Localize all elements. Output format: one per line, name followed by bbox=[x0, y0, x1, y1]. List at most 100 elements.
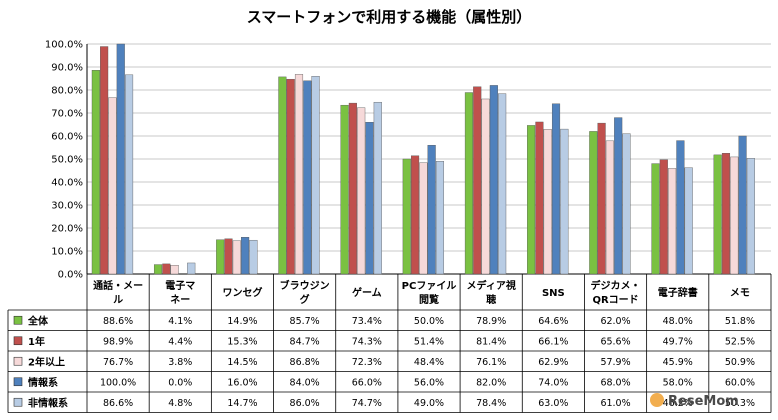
bar bbox=[721, 153, 731, 275]
data-label: 86.6% bbox=[103, 398, 133, 409]
y-tick-label: 20.0% bbox=[51, 224, 83, 235]
bar bbox=[365, 121, 374, 275]
data-label: 46.2% bbox=[663, 398, 693, 409]
data-label: 16.0% bbox=[227, 377, 257, 388]
category-label: ワンセグ bbox=[222, 286, 262, 299]
category-label: PCファイル bbox=[402, 280, 457, 292]
bar bbox=[730, 156, 739, 275]
data-label: 81.4% bbox=[476, 336, 506, 347]
data-label: 86.0% bbox=[290, 398, 320, 409]
data-label: 88.6% bbox=[103, 316, 133, 327]
bar bbox=[357, 107, 366, 275]
data-label: 49.0% bbox=[414, 398, 444, 409]
category-label: SNS bbox=[542, 288, 565, 299]
data-label: 66.0% bbox=[352, 377, 382, 388]
data-label: 84.7% bbox=[290, 336, 320, 347]
data-label: 49.7% bbox=[663, 336, 693, 347]
legend-swatch bbox=[13, 397, 23, 407]
bar bbox=[411, 155, 420, 275]
legend-swatch bbox=[13, 356, 23, 366]
data-label: 85.7% bbox=[290, 316, 320, 327]
data-label: 65.6% bbox=[600, 336, 630, 347]
legend-swatch bbox=[13, 315, 23, 325]
data-label: 15.3% bbox=[227, 336, 257, 347]
data-label: 62.0% bbox=[600, 316, 630, 327]
bar bbox=[551, 103, 561, 275]
data-label: 62.9% bbox=[538, 357, 568, 368]
bar bbox=[116, 43, 125, 275]
legend-swatch bbox=[13, 377, 23, 387]
data-label: 74.3% bbox=[352, 336, 382, 347]
y-tick-label: 100.0% bbox=[45, 40, 83, 51]
data-label: 86.8% bbox=[290, 357, 320, 368]
bar bbox=[419, 162, 428, 275]
bar bbox=[162, 263, 171, 275]
bar bbox=[91, 70, 100, 275]
bar bbox=[348, 102, 357, 275]
data-label: 63.0% bbox=[538, 398, 568, 409]
legend-label: 1年 bbox=[28, 335, 45, 348]
legend-label: 2年以上 bbox=[28, 355, 65, 368]
y-axis-ticks: 0.0% 10.0% 20.0% 30.0% 40.0% 50.0% 60.0% 70.0% 8… bbox=[45, 40, 83, 281]
data-label: 74.0% bbox=[538, 377, 568, 388]
bar bbox=[543, 129, 552, 275]
data-label: 98.9% bbox=[103, 336, 133, 347]
data-label: 58.0% bbox=[663, 377, 693, 388]
y-tick-label: 70.0% bbox=[51, 109, 83, 120]
bar bbox=[311, 75, 320, 275]
category-label: メディア視 bbox=[467, 279, 516, 292]
bar bbox=[435, 161, 445, 275]
data-label: 50.9% bbox=[725, 357, 755, 368]
bar bbox=[597, 122, 606, 275]
bar bbox=[224, 238, 233, 275]
bar bbox=[216, 239, 225, 275]
data-label: 4.8% bbox=[168, 398, 192, 409]
data-label: 14.5% bbox=[227, 357, 257, 368]
data-label: 78.9% bbox=[476, 316, 506, 327]
bar bbox=[746, 158, 755, 275]
bar bbox=[489, 85, 498, 275]
category-label: グ bbox=[300, 293, 310, 306]
category-label: デジカメ・ bbox=[591, 279, 641, 292]
bar bbox=[340, 104, 349, 275]
data-label: 4.4% bbox=[168, 336, 192, 347]
data-label: 3.8% bbox=[168, 357, 192, 368]
watermark: ReseMom bbox=[650, 393, 739, 409]
chart-title: スマートフォンで利用する機能（属性別） bbox=[247, 8, 532, 26]
category-label: 電子マ bbox=[165, 280, 195, 292]
data-label: 61.0% bbox=[600, 398, 630, 409]
bar bbox=[622, 133, 631, 275]
bar bbox=[124, 74, 134, 275]
y-tick-label: 0.0% bbox=[58, 270, 83, 281]
bar bbox=[668, 168, 677, 275]
category-label: ブラウジン bbox=[280, 279, 330, 292]
bar bbox=[294, 74, 304, 275]
data-label: 73.4% bbox=[352, 316, 382, 327]
category-label: ル bbox=[113, 295, 123, 306]
data-label: 76.1% bbox=[476, 357, 506, 368]
bar bbox=[473, 86, 482, 275]
data-label: 14.9% bbox=[227, 316, 257, 327]
data-label: 51.8% bbox=[725, 316, 755, 327]
data-label: 45.9% bbox=[663, 357, 693, 368]
bar bbox=[605, 140, 614, 275]
bar bbox=[738, 135, 747, 275]
watermark-logo-icon bbox=[650, 393, 664, 407]
bar bbox=[659, 159, 668, 275]
bar bbox=[303, 80, 312, 275]
data-label: 56.0% bbox=[414, 377, 444, 388]
bar bbox=[614, 117, 623, 275]
bar bbox=[498, 93, 507, 275]
category-label: ゲーム bbox=[352, 286, 382, 299]
bar bbox=[560, 128, 569, 275]
y-tick-label: 60.0% bbox=[51, 132, 83, 143]
data-label: 52.5% bbox=[725, 336, 755, 347]
y-tick-label: 30.0% bbox=[51, 201, 83, 212]
data-label: 72.3% bbox=[352, 357, 382, 368]
category-label: メモ bbox=[730, 287, 750, 299]
bar bbox=[684, 167, 693, 275]
bar bbox=[241, 236, 250, 275]
bar bbox=[464, 92, 473, 275]
data-label: 14.7% bbox=[227, 398, 257, 409]
legend-swatch bbox=[13, 336, 23, 346]
